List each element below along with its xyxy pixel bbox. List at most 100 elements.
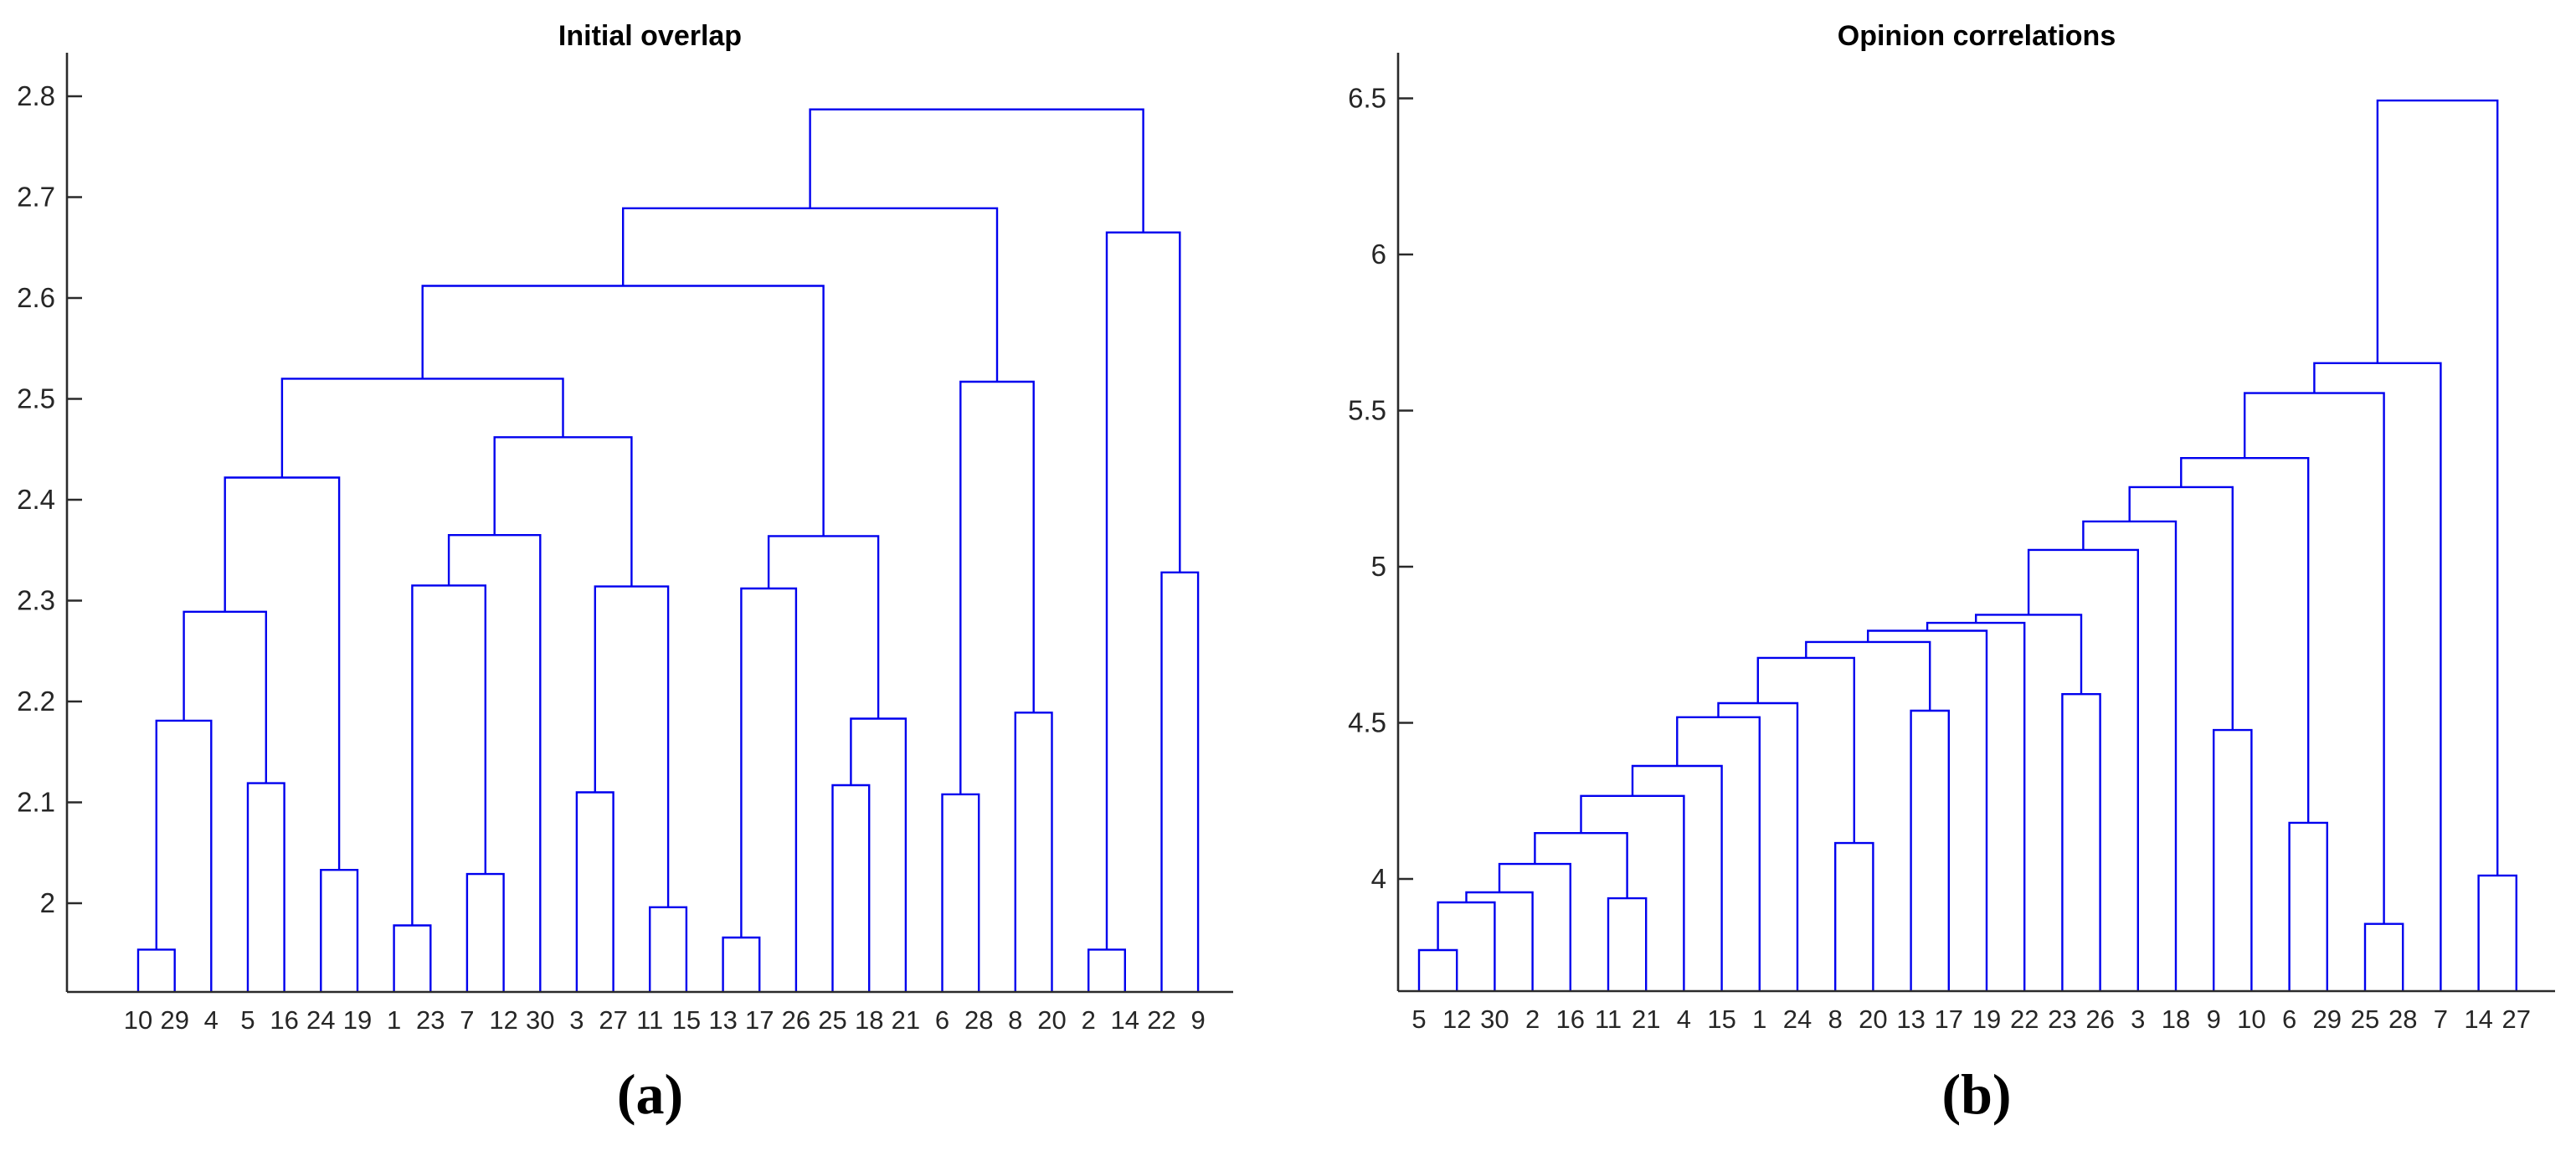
leaf-label: 4 <box>204 1005 219 1035</box>
leaf-label: 26 <box>782 1005 810 1035</box>
panel-a-title: Initial overlap <box>558 20 743 52</box>
merge-link <box>155 719 213 992</box>
merge-link <box>280 378 564 478</box>
leaf-label: 13 <box>708 1005 737 1035</box>
merge-link <box>2363 922 2404 991</box>
merge-link <box>722 936 761 992</box>
leaf-label: 2 <box>1082 1005 1096 1035</box>
merge-link <box>2213 728 2253 991</box>
leaf-label: 27 <box>599 1005 627 1035</box>
y-tick-label: 2.1 <box>17 787 55 818</box>
merge-link <box>2027 548 2139 991</box>
merge-link <box>1607 897 1648 991</box>
leaf-label: 5 <box>1411 1005 1426 1034</box>
leaf-label: 29 <box>2313 1005 2342 1034</box>
y-tick-label: 2.6 <box>17 282 55 313</box>
merge-link <box>2061 693 2101 991</box>
leaf-label: 30 <box>526 1005 554 1035</box>
leaf-label: 24 <box>1783 1005 1812 1034</box>
merge-link <box>2313 362 2442 991</box>
leaf-label: 23 <box>2048 1005 2076 1034</box>
merge-link <box>1534 832 1628 899</box>
y-tick-label: 5 <box>1371 551 1386 582</box>
merge-link <box>136 948 176 992</box>
leaf-label: 10 <box>124 1005 152 1035</box>
y-tick-label: 2.8 <box>17 80 55 111</box>
merge-link <box>447 534 542 992</box>
merge-link <box>622 207 999 382</box>
leaf-label: 9 <box>2207 1005 2221 1034</box>
leaf-label: 14 <box>2464 1005 2492 1034</box>
merge-link <box>1717 701 1799 991</box>
leaf-label: 12 <box>1442 1005 1471 1034</box>
y-tick-label: 2 <box>40 887 55 918</box>
y-tick-label: 6 <box>1371 239 1386 270</box>
axes-a <box>65 53 1233 994</box>
merge-link <box>421 285 825 537</box>
leaf-label: 25 <box>2351 1005 2379 1034</box>
leaf-label: 20 <box>1859 1005 1887 1034</box>
leaf-label: 18 <box>855 1005 883 1035</box>
merge-link <box>941 793 980 992</box>
leaf-label: 26 <box>2085 1005 2114 1034</box>
merge-link <box>594 585 670 907</box>
dendrogram-tree-b <box>1417 99 2517 991</box>
panel-b: 44.555.566.55 12 30 2 16 11 21 4 15 1 24 8 20 13 17 19 2… <box>1348 53 2555 1034</box>
leaf-label: 7 <box>2434 1005 2448 1034</box>
leaf-label: 21 <box>892 1005 920 1035</box>
leaf-label: 12 <box>489 1005 517 1035</box>
merge-link <box>767 535 880 719</box>
merge-link <box>1465 891 1534 991</box>
axes-b <box>1396 53 2555 993</box>
leaf-label: 17 <box>745 1005 774 1035</box>
merge-link <box>1105 231 1181 950</box>
y-tick-label: 2.7 <box>17 182 55 213</box>
leaf-label: 28 <box>964 1005 993 1035</box>
panel-b-title: Opinion correlations <box>1837 20 2116 52</box>
leaf-label: 18 <box>2162 1005 2190 1034</box>
y-tick-label: 2.5 <box>17 383 55 414</box>
leaf-label: 3 <box>569 1005 584 1035</box>
leaf-label: 3 <box>2131 1005 2145 1034</box>
leaf-label: 4 <box>1677 1005 1691 1034</box>
leaf-label: 22 <box>1147 1005 1175 1035</box>
leaf-label: 1 <box>1752 1005 1766 1034</box>
y-tick-label: 4.5 <box>1348 707 1386 738</box>
panel-a-caption: (a) <box>616 1062 684 1126</box>
leaf-label: 8 <box>1828 1005 1843 1034</box>
merge-link <box>1676 716 1761 991</box>
leaf-label: 11 <box>636 1005 663 1035</box>
merge-link <box>2376 99 2499 876</box>
leaf-label: 6 <box>935 1005 949 1035</box>
leaf-label: 24 <box>306 1005 335 1035</box>
y-tick-label: 2.4 <box>17 484 55 515</box>
y-tick-label: 5.5 <box>1348 395 1386 426</box>
merge-link <box>2477 874 2517 991</box>
leaf-label: 23 <box>416 1005 445 1035</box>
dendrogram-tree-a <box>136 108 1200 992</box>
leaf-label: 19 <box>1972 1005 2001 1034</box>
leaf-label: 19 <box>343 1005 372 1035</box>
leaf-label: 27 <box>2502 1005 2531 1034</box>
leaf-label: 17 <box>1935 1005 1963 1034</box>
y-tick-label: 2.2 <box>17 686 55 717</box>
leaf-label: 28 <box>2388 1005 2417 1034</box>
leaf-label: 7 <box>460 1005 474 1035</box>
merge-link <box>1926 621 2026 991</box>
merge-link <box>2128 486 2234 731</box>
merge-link <box>1498 862 1571 991</box>
leaf-labels-b: 5 12 30 2 16 11 21 4 15 1 24 8 20 13 17 19 22 23 26 3 18 9 10 6… <box>1411 1005 2531 1034</box>
merge-link <box>1014 712 1053 992</box>
merge-link <box>2288 821 2328 991</box>
merge-link <box>1580 794 1685 991</box>
merge-link <box>649 906 688 992</box>
leaf-label: 25 <box>818 1005 846 1035</box>
leaf-label: 16 <box>270 1005 298 1035</box>
leaf-label: 9 <box>1190 1005 1205 1035</box>
merge-link <box>246 782 285 992</box>
merge-link <box>850 717 908 992</box>
panel-b-caption: (b) <box>1941 1062 2012 1126</box>
merge-link <box>493 436 633 587</box>
leaf-labels-a: 10 29 4 5 16 24 19 1 23 7 12 30 3 27 11 15 13 17 26 25 18 21 6… <box>124 1005 1206 1035</box>
